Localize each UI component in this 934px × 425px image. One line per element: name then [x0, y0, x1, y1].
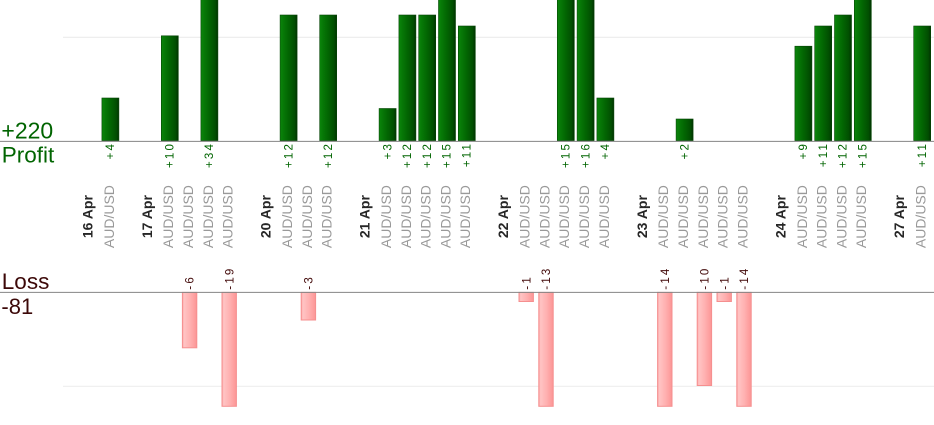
svg-text:-1: -1 — [521, 275, 533, 290]
svg-text:AUD/USD: AUD/USD — [715, 185, 731, 248]
svg-text:-14: -14 — [739, 266, 751, 289]
svg-text:AUD/USD: AUD/USD — [517, 185, 533, 248]
svg-text:AUD/USD: AUD/USD — [536, 185, 552, 248]
svg-text:AUD/USD: AUD/USD — [913, 185, 929, 248]
svg-text:AUD/USD: AUD/USD — [437, 185, 453, 248]
svg-text:-1: -1 — [719, 275, 731, 290]
svg-text:+16: +16 — [580, 142, 592, 168]
svg-text:17 Apr: 17 Apr — [139, 195, 155, 239]
svg-text:AUD/USD: AUD/USD — [675, 185, 691, 248]
svg-text:AUD/USD: AUD/USD — [833, 185, 849, 248]
svg-text:+4: +4 — [600, 142, 612, 160]
svg-text:AUD/USD: AUD/USD — [160, 185, 176, 248]
svg-text:AUD/USD: AUD/USD — [576, 185, 592, 248]
svg-text:AUD/USD: AUD/USD — [398, 185, 414, 248]
svg-text:+11: +11 — [917, 142, 929, 167]
svg-text:-19: -19 — [224, 266, 236, 289]
svg-text:AUD/USD: AUD/USD — [418, 185, 434, 248]
svg-text:-81: -81 — [1, 294, 33, 319]
svg-text:+12: +12 — [402, 142, 414, 168]
svg-text:Loss: Loss — [2, 269, 50, 294]
svg-text:+12: +12 — [323, 142, 335, 168]
svg-text:21 Apr: 21 Apr — [357, 195, 373, 239]
svg-text:AUD/USD: AUD/USD — [220, 185, 236, 248]
svg-text:-6: -6 — [185, 275, 197, 290]
svg-text:24 Apr: 24 Apr — [772, 195, 788, 239]
svg-text:AUD/USD: AUD/USD — [378, 185, 394, 248]
svg-text:AUD/USD: AUD/USD — [695, 185, 711, 248]
svg-text:AUD/USD: AUD/USD — [794, 185, 810, 248]
svg-text:AUD/USD: AUD/USD — [655, 185, 671, 248]
svg-text:23 Apr: 23 Apr — [634, 195, 650, 239]
svg-text:AUD/USD: AUD/USD — [180, 185, 196, 248]
svg-text:-3: -3 — [304, 275, 316, 290]
svg-text:-10: -10 — [700, 266, 712, 289]
svg-text:AUD/USD: AUD/USD — [556, 185, 572, 248]
svg-text:+11: +11 — [462, 142, 474, 167]
svg-text:27 Apr: 27 Apr — [891, 195, 907, 239]
svg-text:+12: +12 — [838, 142, 850, 168]
svg-text:AUD/USD: AUD/USD — [279, 185, 295, 248]
svg-text:+10: +10 — [165, 142, 177, 168]
svg-text:+9: +9 — [798, 142, 810, 160]
svg-text:22 Apr: 22 Apr — [495, 195, 511, 239]
svg-text:+12: +12 — [422, 142, 434, 168]
svg-text:20 Apr: 20 Apr — [258, 195, 274, 239]
svg-text:AUD/USD: AUD/USD — [853, 185, 869, 248]
svg-text:AUD/USD: AUD/USD — [814, 185, 830, 248]
svg-text:AUD/USD: AUD/USD — [319, 185, 335, 248]
svg-text:+15: +15 — [561, 142, 573, 168]
svg-text:-14: -14 — [660, 266, 672, 289]
svg-text:AUD/USD: AUD/USD — [200, 185, 216, 248]
svg-text:AUD/USD: AUD/USD — [596, 185, 612, 248]
svg-text:AUD/USD: AUD/USD — [457, 185, 473, 248]
svg-text:AUD/USD: AUD/USD — [101, 185, 117, 248]
svg-text:+12: +12 — [283, 142, 295, 168]
svg-text:-13: -13 — [541, 266, 553, 289]
svg-text:+11: +11 — [818, 142, 830, 167]
svg-text:+2: +2 — [679, 142, 691, 160]
svg-text:AUD/USD: AUD/USD — [734, 185, 750, 248]
svg-text:+220: +220 — [1, 118, 53, 144]
svg-text:+15: +15 — [858, 142, 870, 168]
svg-text:+3: +3 — [382, 142, 394, 160]
svg-text:16 Apr: 16 Apr — [79, 195, 95, 239]
svg-text:+4: +4 — [105, 142, 117, 160]
svg-text:+34: +34 — [204, 142, 216, 168]
svg-text:Profit: Profit — [2, 143, 55, 168]
svg-text:AUD/USD: AUD/USD — [299, 185, 315, 248]
svg-text:+15: +15 — [442, 142, 454, 168]
